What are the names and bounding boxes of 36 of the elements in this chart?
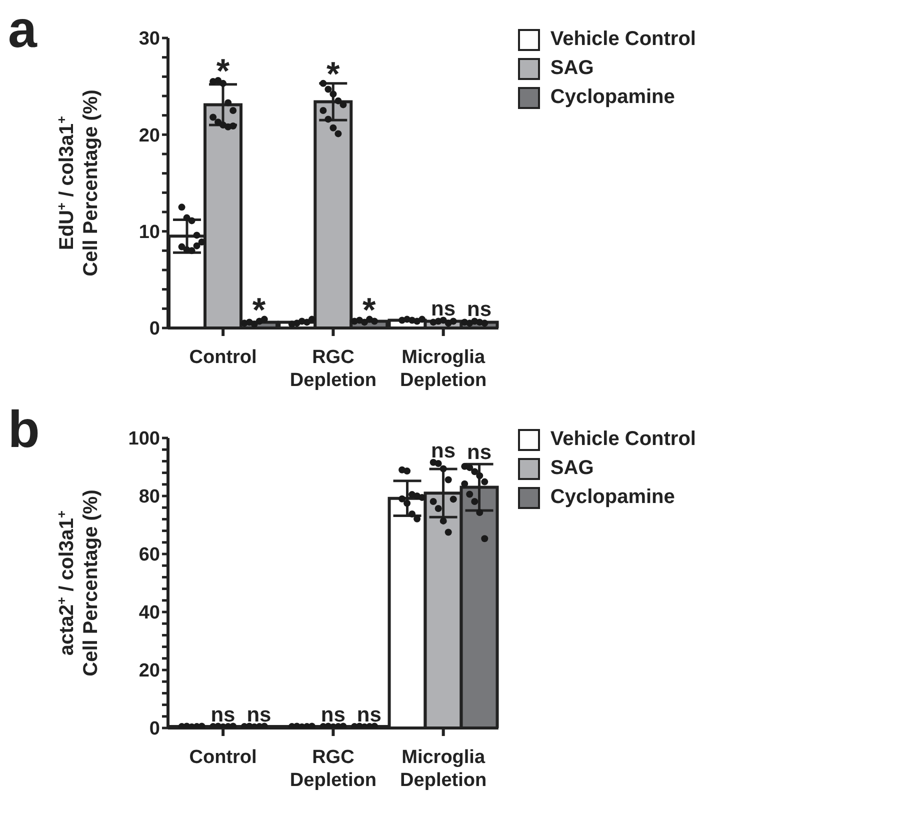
x-tick-label: Microglia Depletion xyxy=(400,747,487,791)
legend-label: Cyclopamine xyxy=(550,86,675,109)
data-label: * xyxy=(362,291,377,330)
x-tick-label: RGC Depletion xyxy=(290,747,376,791)
x-tick-label: Microglia Depletion xyxy=(400,347,487,391)
x-tick-label: Control xyxy=(189,747,257,768)
chart-title: a xyxy=(8,1,37,59)
y-tick-label: 20 xyxy=(138,125,160,146)
legend-label: Cyclopamine xyxy=(550,486,675,509)
data-label: * xyxy=(326,55,341,94)
legend-label: Vehicle Control xyxy=(550,28,696,51)
x-tick-label: RGC Depletion xyxy=(290,347,376,391)
y-tick-label: 10 xyxy=(138,222,160,244)
legend-label: SAG xyxy=(550,57,594,80)
data-label: ns xyxy=(246,703,272,726)
chart-title: b xyxy=(8,401,40,459)
data-label: ns xyxy=(431,297,456,320)
data-label: ns xyxy=(431,439,456,462)
y-tick-label: 0 xyxy=(149,718,160,740)
y-tick-label: 0 xyxy=(149,318,160,340)
legend-label: SAG xyxy=(550,457,594,480)
y-tick-label: 40 xyxy=(138,602,160,624)
y-tick-label: 60 xyxy=(138,544,160,566)
y-tick-label: 30 xyxy=(138,28,160,50)
data-label: * xyxy=(252,291,266,330)
data-label: ns xyxy=(210,703,236,726)
legend-label: Vehicle Control xyxy=(550,428,696,451)
data-label: * xyxy=(216,52,230,91)
data-label: ns xyxy=(467,298,492,322)
y-tick-label: 100 xyxy=(128,428,160,450)
data-label: ns xyxy=(320,703,346,726)
data-label: ns xyxy=(356,703,382,726)
y-tick-label: 20 xyxy=(138,660,160,682)
data-label: ns xyxy=(467,441,492,464)
y-tick-label: 80 xyxy=(138,486,160,508)
x-tick-label: Control xyxy=(189,347,257,368)
